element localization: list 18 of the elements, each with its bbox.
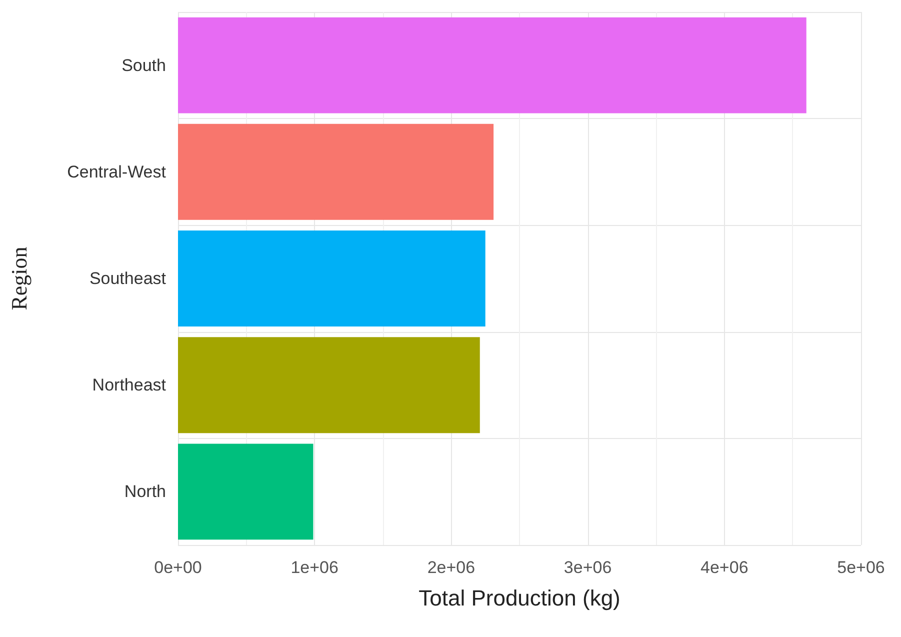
y-tick-label: Southeast (89, 269, 166, 288)
y-tick-label: Northeast (92, 376, 166, 395)
x-tick-label: 0e+00 (154, 558, 202, 577)
y-tick-label: North (124, 482, 166, 502)
bar (178, 17, 806, 114)
bar (178, 230, 486, 326)
x-tick-label: 5e+06 (837, 558, 885, 577)
bar (178, 444, 314, 540)
y-tick-label: South (122, 56, 166, 75)
bar (178, 337, 480, 434)
x-tick-label: 3e+06 (564, 558, 612, 577)
x-axis-title: Total Production (kg) (418, 586, 620, 610)
y-axis-title: Region (6, 246, 32, 310)
bar (178, 124, 494, 220)
x-tick-label: 1e+06 (290, 558, 338, 577)
x-tick-label: 4e+06 (700, 558, 748, 577)
x-tick-label: 2e+06 (427, 558, 476, 577)
y-tick-label: Central-West (67, 162, 166, 182)
